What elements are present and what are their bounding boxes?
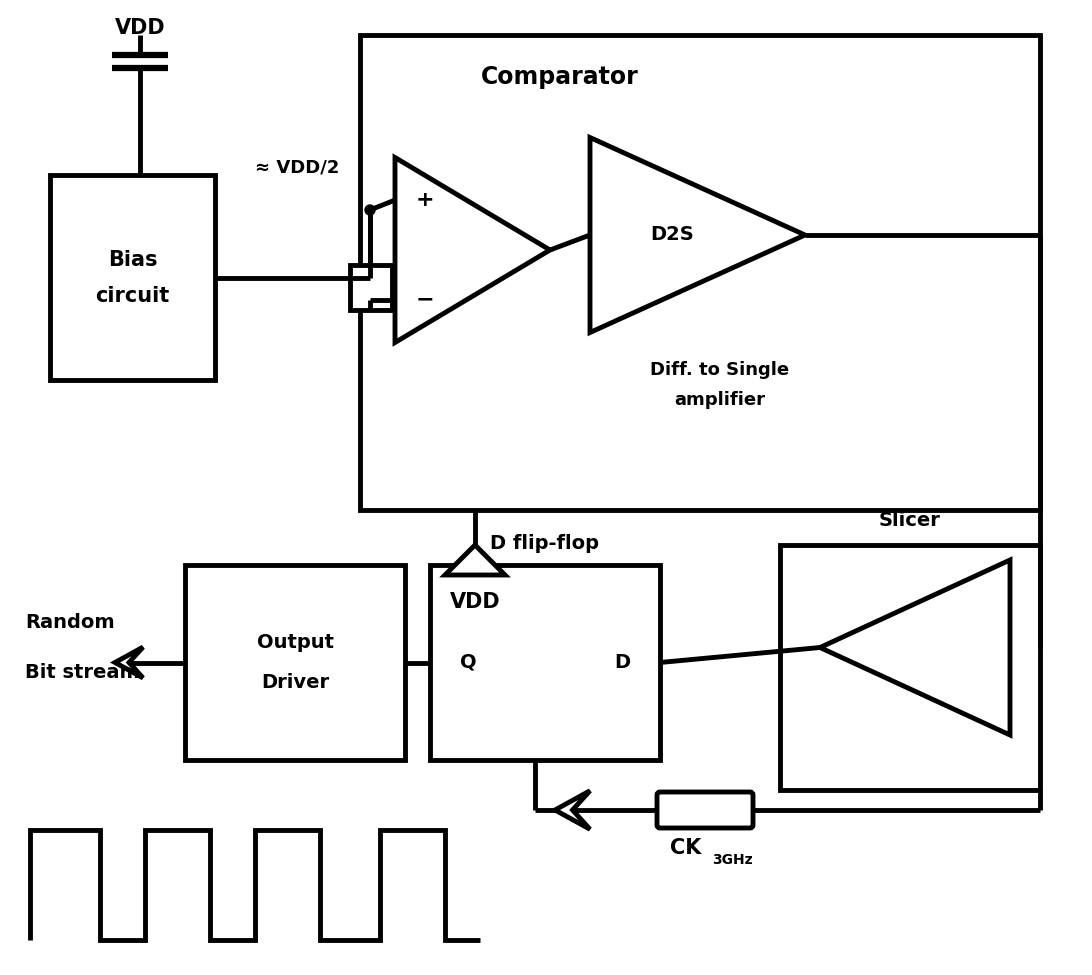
Bar (780, 545, 1040, 790)
Polygon shape (590, 137, 805, 332)
Text: −: − (416, 290, 435, 310)
Text: 3GHz: 3GHz (712, 853, 752, 867)
Text: D flip-flop: D flip-flop (490, 534, 600, 553)
Text: Output: Output (257, 633, 333, 652)
Text: Bias: Bias (108, 250, 157, 269)
Text: Comparator: Comparator (482, 65, 639, 89)
Bar (185, 565, 405, 760)
Bar (351, 265, 392, 310)
Polygon shape (395, 158, 550, 342)
Polygon shape (446, 545, 505, 575)
Text: VDD: VDD (115, 18, 165, 38)
Text: D: D (614, 653, 630, 672)
Text: Slicer: Slicer (879, 511, 941, 530)
Text: Diff. to Single: Diff. to Single (651, 361, 790, 379)
FancyBboxPatch shape (657, 792, 753, 828)
Polygon shape (115, 647, 143, 678)
Text: amplifier: amplifier (675, 391, 765, 409)
Bar (430, 565, 660, 760)
Text: circuit: circuit (95, 286, 169, 305)
Text: Bit stream: Bit stream (25, 663, 140, 682)
Bar (50, 175, 215, 380)
Text: +: + (416, 190, 435, 210)
Text: CK: CK (670, 838, 701, 858)
Text: Q: Q (460, 653, 476, 672)
Polygon shape (820, 560, 1010, 735)
Circle shape (365, 205, 375, 215)
Text: VDD: VDD (450, 592, 500, 612)
Polygon shape (555, 791, 590, 830)
Text: Random: Random (25, 613, 115, 632)
Text: Driver: Driver (261, 673, 329, 692)
Text: ≈ VDD/2: ≈ VDD/2 (256, 159, 340, 177)
Text: D2S: D2S (650, 225, 693, 245)
Bar (360, 35, 1040, 510)
